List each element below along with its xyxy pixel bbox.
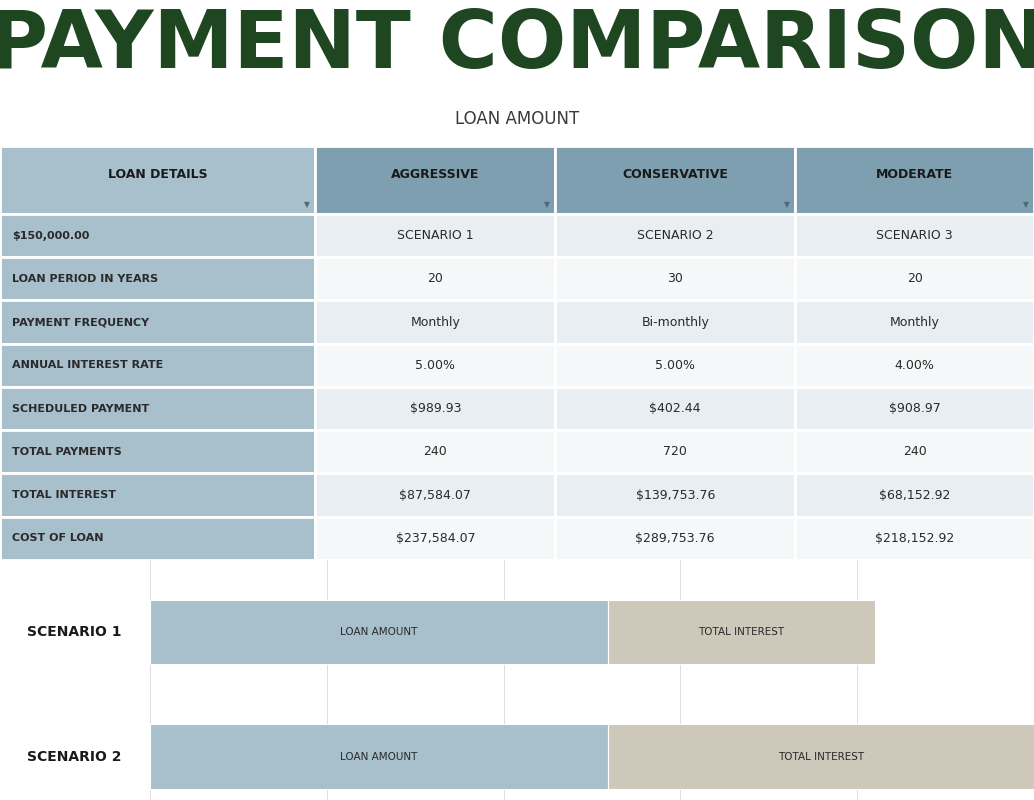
Bar	[0, 146, 315, 214]
Text: PAYMENT COMPARISON: PAYMENT COMPARISON	[0, 7, 1034, 85]
Bar	[555, 474, 795, 517]
Text: $289,753.76: $289,753.76	[636, 532, 714, 545]
Text: SCENARIO 1: SCENARIO 1	[27, 625, 122, 639]
Text: COST OF LOAN: COST OF LOAN	[12, 534, 103, 543]
Text: LOAN AMOUNT: LOAN AMOUNT	[455, 110, 579, 128]
Text: 240: 240	[424, 446, 447, 458]
Text: LOAN AMOUNT: LOAN AMOUNT	[340, 752, 418, 762]
Bar	[315, 517, 555, 560]
Text: ▼: ▼	[1023, 200, 1029, 210]
Bar	[795, 146, 1034, 214]
Text: $68,152.92: $68,152.92	[879, 489, 950, 502]
Text: MODERATE: MODERATE	[876, 168, 953, 181]
Bar	[315, 301, 555, 344]
Bar	[555, 344, 795, 387]
Text: $218,152.92: $218,152.92	[875, 532, 954, 545]
Bar	[0, 214, 315, 258]
Bar	[795, 258, 1034, 301]
Text: TOTAL INTEREST: TOTAL INTEREST	[12, 490, 117, 500]
Text: Monthly: Monthly	[410, 316, 460, 329]
Text: 720: 720	[663, 446, 688, 458]
Text: ANNUAL INTEREST RATE: ANNUAL INTEREST RATE	[12, 360, 163, 370]
Text: 20: 20	[907, 272, 922, 286]
Text: 30: 30	[667, 272, 683, 286]
Bar	[795, 301, 1034, 344]
Bar	[150, 725, 608, 789]
Text: $989.93: $989.93	[409, 402, 461, 415]
Text: SCENARIO 2: SCENARIO 2	[27, 750, 122, 764]
Bar	[150, 600, 608, 664]
Text: $87,584.07: $87,584.07	[399, 489, 472, 502]
Text: SCHEDULED PAYMENT: SCHEDULED PAYMENT	[12, 404, 150, 414]
Text: LOAN PERIOD IN YEARS: LOAN PERIOD IN YEARS	[12, 274, 158, 284]
Text: ▼: ▼	[304, 200, 310, 210]
Bar	[795, 474, 1034, 517]
Bar	[0, 258, 315, 301]
Text: $908.97: $908.97	[888, 402, 941, 415]
Text: Monthly: Monthly	[889, 316, 940, 329]
Text: $150,000.00: $150,000.00	[12, 230, 90, 241]
Text: 5.00%: 5.00%	[416, 359, 455, 372]
Bar	[795, 214, 1034, 258]
Bar	[555, 146, 795, 214]
Text: $237,584.07: $237,584.07	[395, 532, 476, 545]
Bar	[0, 344, 315, 387]
Bar	[795, 344, 1034, 387]
Text: 20: 20	[427, 272, 444, 286]
Text: TOTAL PAYMENTS: TOTAL PAYMENTS	[12, 447, 122, 457]
Bar	[608, 725, 1034, 789]
Bar	[315, 344, 555, 387]
Text: AGGRESSIVE: AGGRESSIVE	[391, 168, 480, 181]
Bar	[0, 387, 315, 430]
Text: SCENARIO 2: SCENARIO 2	[637, 229, 713, 242]
Text: ▼: ▼	[784, 200, 790, 210]
Text: $402.44: $402.44	[649, 402, 701, 415]
Bar	[315, 387, 555, 430]
Text: 4.00%: 4.00%	[894, 359, 935, 372]
Bar	[795, 430, 1034, 474]
Text: SCENARIO 1: SCENARIO 1	[397, 229, 474, 242]
Text: TOTAL INTEREST: TOTAL INTEREST	[778, 752, 863, 762]
Text: CONSERVATIVE: CONSERVATIVE	[622, 168, 728, 181]
Text: ▼: ▼	[544, 200, 550, 210]
Bar	[555, 258, 795, 301]
Bar	[315, 258, 555, 301]
Bar	[0, 301, 315, 344]
Bar	[315, 146, 555, 214]
Bar	[0, 517, 315, 560]
Text: SCENARIO 3: SCENARIO 3	[876, 229, 953, 242]
Text: LOAN AMOUNT: LOAN AMOUNT	[340, 627, 418, 637]
Text: Bi-monthly: Bi-monthly	[641, 316, 709, 329]
Text: 5.00%: 5.00%	[656, 359, 695, 372]
Text: PAYMENT FREQUENCY: PAYMENT FREQUENCY	[12, 317, 150, 327]
Bar	[315, 430, 555, 474]
Bar	[555, 387, 795, 430]
Bar	[315, 474, 555, 517]
Bar	[555, 517, 795, 560]
Bar	[315, 214, 555, 258]
Bar	[608, 600, 875, 664]
Text: LOAN DETAILS: LOAN DETAILS	[108, 168, 208, 181]
Bar	[795, 517, 1034, 560]
Text: TOTAL INTEREST: TOTAL INTEREST	[698, 627, 784, 637]
Bar	[0, 430, 315, 474]
Bar	[555, 301, 795, 344]
Bar	[795, 387, 1034, 430]
Text: $139,753.76: $139,753.76	[636, 489, 714, 502]
Bar	[0, 474, 315, 517]
Bar	[555, 430, 795, 474]
Bar	[555, 214, 795, 258]
Text: 240: 240	[903, 446, 926, 458]
